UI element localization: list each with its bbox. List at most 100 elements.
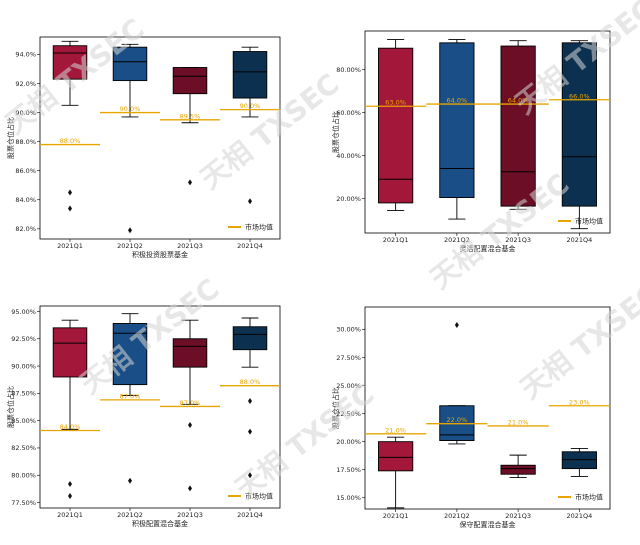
outlier-point — [68, 492, 72, 499]
x-tick-label: 2021Q3 — [177, 511, 203, 519]
market-mean-label: 64.0% — [447, 97, 468, 105]
chart-active-allocation-fund: 77.50% 80.00% 82.50% 85.00% 87.50% 90.00% 92.5… — [6, 305, 281, 528]
y-axis-label: 股票仓位占比 — [331, 111, 340, 153]
x-tick-label: 2021Q1 — [57, 242, 83, 250]
outlier-point — [68, 205, 72, 212]
market-mean-label: 22.0% — [447, 416, 468, 424]
y-tick-label: 27.50% — [336, 354, 361, 362]
y-tick-label: 60.00% — [336, 109, 361, 117]
y-tick-label: 80.00% — [11, 472, 36, 480]
x-tick-label: 2021Q1 — [383, 236, 409, 244]
chart-equity-stock-fund: 82.0% 84.0% 86.0% 88.0% 90.0% 92.0% 94.0% 2021Q… — [6, 36, 281, 259]
market-mean-label: 21.0% — [385, 426, 406, 434]
market-mean-label: 88.0% — [60, 137, 81, 145]
legend-label: 市场均值 — [575, 217, 603, 226]
y-axis-label: 股票仓位占比 — [6, 117, 15, 159]
outlier-point — [128, 227, 132, 234]
legend-label: 市场均值 — [575, 493, 603, 502]
y-tick-label: 15.00% — [336, 494, 361, 502]
outlier-point — [454, 321, 459, 328]
market-mean-label: 89.5% — [180, 112, 201, 120]
y-tick-label: 30.00% — [336, 326, 361, 334]
x-axis-label: 积极配置混合基金 — [132, 519, 188, 528]
outlier-point — [248, 428, 252, 435]
outlier-point — [128, 477, 132, 484]
outlier-point — [188, 485, 192, 492]
outlier-point — [188, 179, 192, 186]
box-2021Q3 — [500, 464, 536, 475]
market-mean-label: 90.0% — [240, 102, 261, 110]
legend-label: 市场均值 — [245, 492, 273, 501]
y-tick-label: 90.00% — [11, 362, 36, 370]
x-axis-label: 积极投资股票基金 — [132, 250, 188, 259]
outlier-point — [68, 480, 72, 487]
outlier-point — [248, 397, 252, 404]
y-tick-label: 90.0% — [15, 109, 36, 117]
y-tick-label: 95.00% — [11, 308, 36, 316]
x-axis-label: 保守配置混合基金 — [460, 520, 516, 529]
y-tick-label: 87.50% — [11, 390, 36, 398]
box-2021Q2 — [112, 323, 148, 386]
y-tick-label: 82.50% — [11, 444, 36, 452]
outlier-point — [248, 472, 252, 479]
legend-label: 市场均值 — [245, 223, 273, 232]
x-axis-label: 灵活配置混合基金 — [460, 244, 516, 253]
plot-frame — [39, 305, 281, 509]
y-axis-label: 股票仓位占比 — [6, 386, 15, 428]
box-2021Q4 — [561, 451, 597, 470]
market-mean-label: 84.0% — [60, 423, 81, 431]
box-2021Q3 — [500, 45, 536, 207]
market-mean-label: 63.0% — [385, 99, 406, 107]
y-tick-label: 86.0% — [15, 167, 36, 175]
box-2021Q3 — [172, 67, 208, 95]
x-tick-label: 2021Q1 — [57, 511, 83, 519]
plot-frame — [39, 36, 281, 240]
box-2021Q2 — [439, 42, 475, 198]
y-tick-label: 80.00% — [336, 66, 361, 74]
y-tick-label: 40.00% — [336, 152, 361, 160]
box-2021Q1 — [378, 47, 414, 204]
outlier-point — [68, 189, 72, 196]
box-2021Q4 — [232, 51, 268, 99]
y-tick-label: 85.00% — [11, 417, 36, 425]
x-tick-label: 2021Q3 — [505, 512, 531, 520]
box-2021Q1 — [378, 441, 414, 472]
y-tick-label: 25.00% — [336, 382, 361, 390]
outlier-point — [188, 422, 192, 429]
x-tick-label: 2021Q4 — [237, 511, 263, 519]
chart-conservative-allocation-fund: 15.00% 17.50% 20.00% 22.50% 25.00% 27.50% 30.0… — [331, 306, 611, 529]
x-tick-label: 2021Q2 — [444, 236, 470, 244]
box-2021Q1 — [52, 45, 88, 80]
market-mean-label: 23.0% — [569, 398, 590, 406]
y-tick-label: 20.00% — [336, 438, 361, 446]
x-tick-label: 2021Q4 — [566, 512, 592, 520]
market-mean-label: 87.0% — [120, 392, 141, 400]
x-tick-label: 2021Q1 — [383, 512, 409, 520]
y-tick-label: 17.50% — [336, 466, 361, 474]
y-tick-label: 94.0% — [15, 51, 36, 59]
box-2021Q4 — [561, 42, 597, 207]
chart-flexible-allocation-fund: 20.00% 40.00% 60.00% 80.00% 2021Q1 2021Q2 2021… — [331, 30, 611, 253]
plot-frame — [364, 30, 611, 234]
x-tick-label: 2021Q2 — [117, 511, 143, 519]
market-mean-label: 87.0% — [180, 399, 201, 407]
x-tick-label: 2021Q4 — [237, 242, 263, 250]
x-tick-label: 2021Q2 — [444, 512, 470, 520]
y-tick-label: 82.0% — [15, 225, 36, 233]
y-tick-label: 92.50% — [11, 335, 36, 343]
y-tick-label: 92.0% — [15, 80, 36, 88]
y-axis-label: 股票仓位占比 — [331, 387, 340, 429]
outlier-point — [248, 198, 252, 205]
market-mean-label: 90.0% — [120, 105, 141, 113]
y-tick-label: 84.0% — [15, 196, 36, 204]
y-tick-label: 22.50% — [336, 410, 361, 418]
market-mean-label: 66.0% — [569, 92, 590, 100]
market-mean-label: 64.0% — [508, 97, 529, 105]
box-2021Q2 — [112, 46, 148, 82]
x-tick-label: 2021Q4 — [566, 236, 592, 244]
x-tick-label: 2021Q3 — [177, 242, 203, 250]
y-tick-label: 20.00% — [336, 195, 361, 203]
box-2021Q3 — [172, 338, 208, 368]
x-tick-label: 2021Q3 — [505, 236, 531, 244]
market-mean-label: 21.0% — [508, 418, 529, 426]
